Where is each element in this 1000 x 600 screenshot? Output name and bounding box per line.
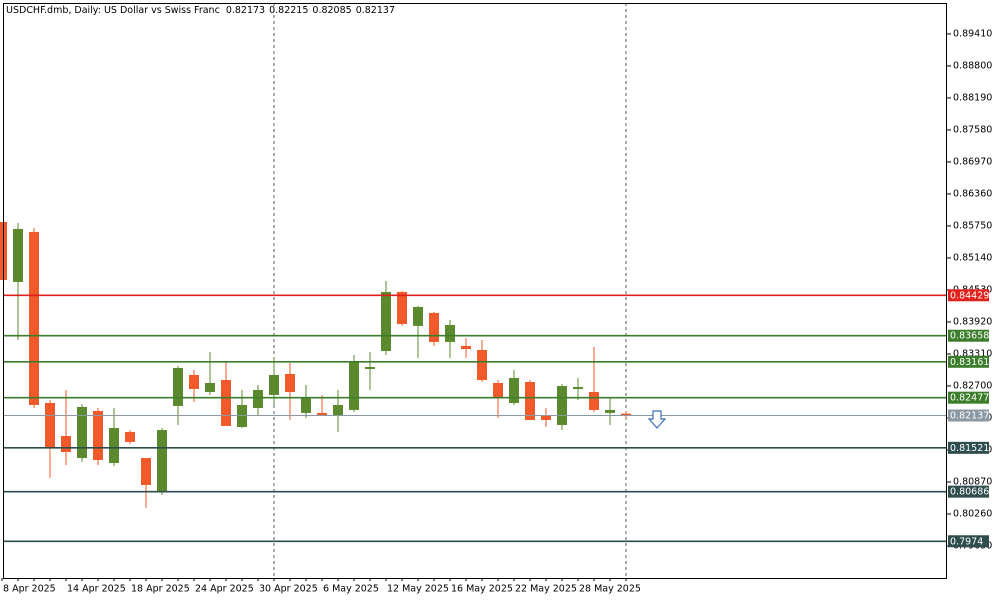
y-tick-label: 0.83310	[953, 348, 992, 359]
y-tick-label: 0.86970	[953, 156, 992, 167]
candle-body	[349, 361, 359, 410]
candle-body	[77, 406, 87, 459]
level-label: 0.83658	[950, 331, 989, 342]
candle-body	[541, 414, 551, 420]
candle-body	[109, 428, 119, 463]
candle-body	[189, 374, 199, 389]
candle-layer	[0, 221, 631, 509]
y-tick-label: 0.80870	[953, 476, 992, 487]
candle-body	[413, 306, 423, 326]
chart-title: USDCHF.dmb, Daily: US Dollar vs Swiss Fr…	[6, 5, 395, 16]
candle-body	[365, 366, 375, 369]
candle-body	[525, 381, 535, 420]
y-tick-label: 0.87580	[953, 124, 992, 135]
y-tick-label: 0.86360	[953, 188, 992, 199]
candle-body	[205, 382, 215, 392]
candle-body	[445, 324, 455, 342]
y-tick-label: 0.88800	[953, 60, 992, 71]
candle-body	[621, 413, 631, 416]
candle-body	[173, 367, 183, 406]
sell-arrow	[647, 410, 667, 429]
plot-frame	[3, 3, 947, 579]
level-label-box	[948, 441, 989, 454]
candle-body	[429, 312, 439, 342]
x-tick-label: 16 May 2025	[451, 584, 513, 595]
title: USDCHF.dmb, Daily: US Dollar vs Swiss Fr…	[6, 5, 220, 16]
x-tick-label: 24 Apr 2025	[195, 584, 254, 595]
x-tick-label: 8 Apr 2025	[3, 584, 56, 595]
candle-body	[589, 391, 599, 410]
x-tick-label: 22 May 2025	[515, 584, 577, 595]
candle-body	[557, 385, 567, 425]
x-tick-label: 28 May 2025	[579, 584, 641, 595]
y-tick-label: 0.89410	[953, 28, 992, 39]
candle-body	[461, 345, 471, 349]
y-tick-label: 0.85140	[953, 252, 992, 263]
candle-body	[93, 410, 103, 461]
x-tick-label: 12 May 2025	[387, 584, 449, 595]
candle-body	[509, 377, 519, 403]
candle-body	[45, 402, 55, 448]
level-label: 0.7974	[950, 536, 983, 547]
y-tick-label: 0.80260	[953, 508, 992, 519]
level-label-box	[948, 329, 989, 342]
candle-body	[61, 435, 71, 452]
price-label-box	[948, 409, 989, 422]
level-label-box	[948, 355, 989, 368]
level-label: 0.81521	[950, 443, 989, 454]
y-tick-label: 0.83920	[953, 316, 992, 327]
level-label: 0.80686	[950, 487, 989, 498]
x-tick-label: 18 Apr 2025	[131, 584, 190, 595]
candle-body	[125, 431, 135, 442]
price-label: 0.82137	[950, 411, 989, 422]
grid-layer: 0.89410 0.88800 0.88190 0.87580 0.86970 0.863…	[1, 3, 992, 595]
candle-body	[493, 382, 503, 398]
candle-body	[285, 373, 295, 392]
candle-body	[157, 430, 167, 493]
x-tick-label: 30 Apr 2025	[259, 584, 318, 595]
low-value: 0.82085	[312, 5, 351, 16]
x-tick-label: 14 Apr 2025	[67, 584, 126, 595]
y-tick-label: 0.82700	[953, 380, 992, 391]
candle-body	[221, 380, 231, 426]
candle-body	[13, 228, 23, 282]
close-value: 0.82137	[356, 5, 395, 16]
high-value: 0.82215	[269, 5, 308, 16]
level-label: 0.84429	[950, 290, 989, 301]
candle-body	[477, 349, 487, 381]
level-label: 0.82477	[950, 393, 989, 404]
candle-body	[605, 409, 615, 413]
y-tick-label: 0.88190	[953, 92, 992, 103]
x-tick-label: 6 May 2025	[323, 584, 379, 595]
level-label: 0.83161	[950, 357, 989, 368]
open-value: 0.82173	[226, 5, 265, 16]
level-label-box	[948, 289, 989, 302]
candle-body	[381, 291, 391, 351]
candle-body	[317, 412, 327, 415]
level-layer: 0.84429 0.83658 0.83161 0.82477 0.81521 0.806…	[3, 289, 989, 548]
level-label-box	[948, 535, 989, 548]
candle-body	[573, 386, 583, 389]
candle-body	[269, 374, 279, 395]
y-tick-label: 0.85750	[953, 220, 992, 231]
level-label-box	[948, 391, 989, 404]
level-label-box	[948, 485, 989, 498]
candle-body	[141, 458, 151, 485]
candle-body	[29, 231, 39, 405]
candle-body	[253, 389, 263, 408]
candle-body	[333, 404, 343, 415]
candle-body	[301, 397, 311, 413]
candle-body	[397, 291, 407, 324]
